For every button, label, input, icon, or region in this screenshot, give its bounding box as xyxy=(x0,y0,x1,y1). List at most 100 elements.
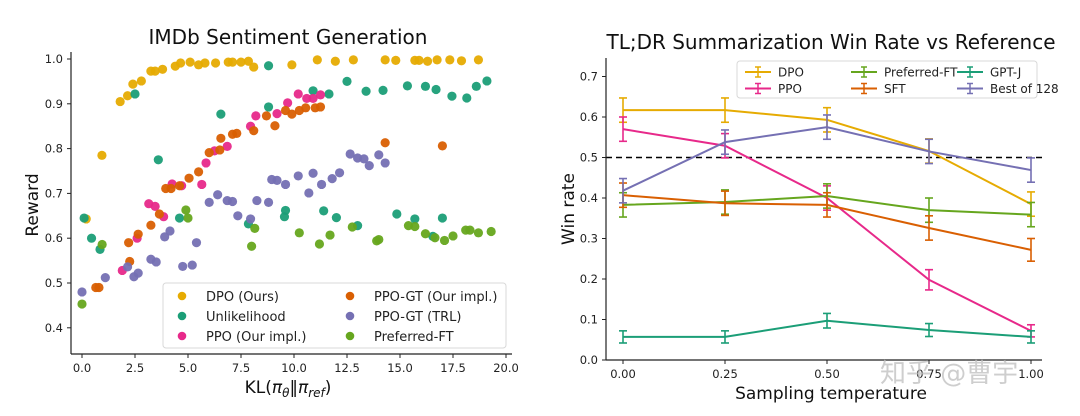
legend-label-sft: SFT xyxy=(884,82,906,96)
point-dpo-ours xyxy=(391,55,401,65)
point-ppo-gt-our-impl xyxy=(184,173,194,183)
point-ppo-gt-our-impl xyxy=(287,109,297,119)
point-unlikelihood xyxy=(342,76,352,86)
point-dpo-ours xyxy=(243,56,254,66)
point-ppo-gt-trl xyxy=(364,161,374,171)
point-ppo-gt-trl xyxy=(304,188,314,198)
left-x-tick-label: 17.5 xyxy=(440,361,466,375)
legend-label-dpo-ours: DPO (Ours) xyxy=(206,290,279,305)
point-dpo-ours xyxy=(414,55,424,65)
errorbar-ppo xyxy=(619,116,627,143)
point-preferred-ft xyxy=(439,235,450,246)
left-y-tick-label: 0.6 xyxy=(45,231,63,245)
point-ppo-our-impl xyxy=(315,90,326,100)
point-dpo-ours xyxy=(122,91,133,101)
right-y-tick-label: 0.6 xyxy=(580,110,598,124)
legend-marker-ppo-gt-trl xyxy=(345,311,355,321)
point-dpo-ours xyxy=(380,55,390,65)
left-y-tick-label: 0.5 xyxy=(45,276,63,290)
legend-marker-unlikelihood xyxy=(177,311,187,321)
point-ppo-gt-our-impl xyxy=(249,126,259,136)
point-unlikelihood xyxy=(331,212,341,223)
left-y-tick-label: 0.8 xyxy=(45,142,63,156)
legend-label-ppo-gt-trl: PPO-GT (TRL) xyxy=(374,310,461,325)
point-preferred-ft xyxy=(294,228,304,238)
point-ppo-gt-trl xyxy=(213,190,223,200)
legend-label-preferred-ft: Preferred-FT xyxy=(374,330,454,345)
legend-label-unlikelihood: Unlikelihood xyxy=(206,310,286,325)
point-unlikelihood xyxy=(216,109,226,119)
point-ppo-gt-our-impl xyxy=(146,220,156,230)
errorbar-dpo xyxy=(721,97,729,124)
legend-label-ppo-gt-our-impl: PPO-GT (Our impl.) xyxy=(374,290,498,305)
point-ppo-gt-trl xyxy=(334,168,345,178)
point-unlikelihood xyxy=(174,213,185,223)
left-legend-box xyxy=(162,282,507,349)
point-ppo-gt-trl xyxy=(160,232,170,242)
point-ppo-gt-trl xyxy=(359,154,369,164)
legend-marker-ppo-our-impl xyxy=(177,331,187,341)
legend-marker-ppo-gt-our-impl xyxy=(345,291,355,301)
point-ppo-gt-our-impl xyxy=(437,141,447,151)
point-ppo-gt-trl xyxy=(77,287,87,297)
left-y-axis-title: Reward xyxy=(23,173,43,236)
point-ppo-gt-our-impl xyxy=(301,103,311,113)
point-ppo-gt-our-impl xyxy=(174,181,185,191)
point-ppo-gt-trl xyxy=(100,273,110,283)
errorbar-gpt-j xyxy=(619,330,627,344)
point-unlikelihood xyxy=(447,91,457,101)
point-dpo-ours xyxy=(287,60,297,70)
errorbar-sft xyxy=(721,190,729,217)
left-x-tick-label: 12.5 xyxy=(334,361,360,375)
point-ppo-gt-our-impl xyxy=(261,111,272,121)
point-ppo-gt-our-impl xyxy=(133,229,143,239)
point-unlikelihood xyxy=(378,85,388,95)
left-x-tick-label: 20.0 xyxy=(493,361,519,375)
point-preferred-ft xyxy=(465,225,475,235)
errorbar-gpt-j xyxy=(925,322,933,338)
point-preferred-ft xyxy=(430,233,440,243)
point-ppo-gt-trl xyxy=(327,174,337,184)
point-unlikelihood xyxy=(153,155,163,165)
point-preferred-ft xyxy=(448,231,458,241)
point-unlikelihood xyxy=(86,233,97,243)
left-x-tick-label: 10.0 xyxy=(281,361,307,375)
point-ppo-gt-trl xyxy=(272,175,282,186)
point-ppo-gt-our-impl xyxy=(232,128,242,138)
right-y-axis-title: Win rate xyxy=(559,173,579,245)
point-ppo-gt-trl xyxy=(245,214,256,224)
point-ppo-gt-our-impl xyxy=(154,209,164,219)
errorbar-preferred-ft xyxy=(1027,201,1035,228)
right-y-tick-label: 0.1 xyxy=(580,313,598,327)
left-y-tick-label: 0.7 xyxy=(45,186,63,200)
point-dpo-ours xyxy=(136,76,146,86)
errorbar-gpt-j xyxy=(823,312,831,329)
point-ppo-our-impl xyxy=(222,141,232,151)
left-x-tick-label: 15.0 xyxy=(387,361,413,375)
point-dpo-ours xyxy=(249,62,259,72)
point-dpo-ours xyxy=(128,79,138,89)
point-ppo-our-impl xyxy=(201,158,211,168)
point-dpo-ours xyxy=(175,58,186,68)
right-y-ticks: 0.0 0.1 0.2 0.3 0.4 0.5 0.6 0.7 xyxy=(580,70,606,367)
point-preferred-ft xyxy=(473,228,484,238)
point-ppo-our-impl xyxy=(293,89,303,99)
legend-handle-dpo xyxy=(745,66,771,78)
point-preferred-ft xyxy=(486,226,496,237)
right-x-tick-label: 0.75 xyxy=(916,367,942,381)
right-chart: TL;DR Summarization Win Rate vs Referenc… xyxy=(559,30,1059,404)
right-x-ticks: 0.00 0.25 0.50 0.75 1.00 xyxy=(610,360,1044,381)
point-unlikelihood xyxy=(319,206,329,216)
legend-handle-sft xyxy=(851,82,877,95)
errorbar-sft xyxy=(1027,237,1035,262)
point-ppo-gt-our-impl xyxy=(94,282,104,293)
left-chart: IMDb Sentiment Generation 0.0 2.5 5.0 7.5 10… xyxy=(23,25,519,400)
point-dpo-ours xyxy=(150,66,160,76)
point-ppo-gt-our-impl xyxy=(270,121,280,131)
point-preferred-ft xyxy=(374,234,384,245)
point-unlikelihood xyxy=(324,89,334,99)
point-preferred-ft xyxy=(325,230,335,240)
left-y-ticks: 0.4 0.5 0.6 0.7 0.8 0.9 1.0 xyxy=(45,52,71,335)
point-ppo-gt-our-impl xyxy=(216,133,226,143)
point-ppo-gt-trl xyxy=(178,261,188,272)
